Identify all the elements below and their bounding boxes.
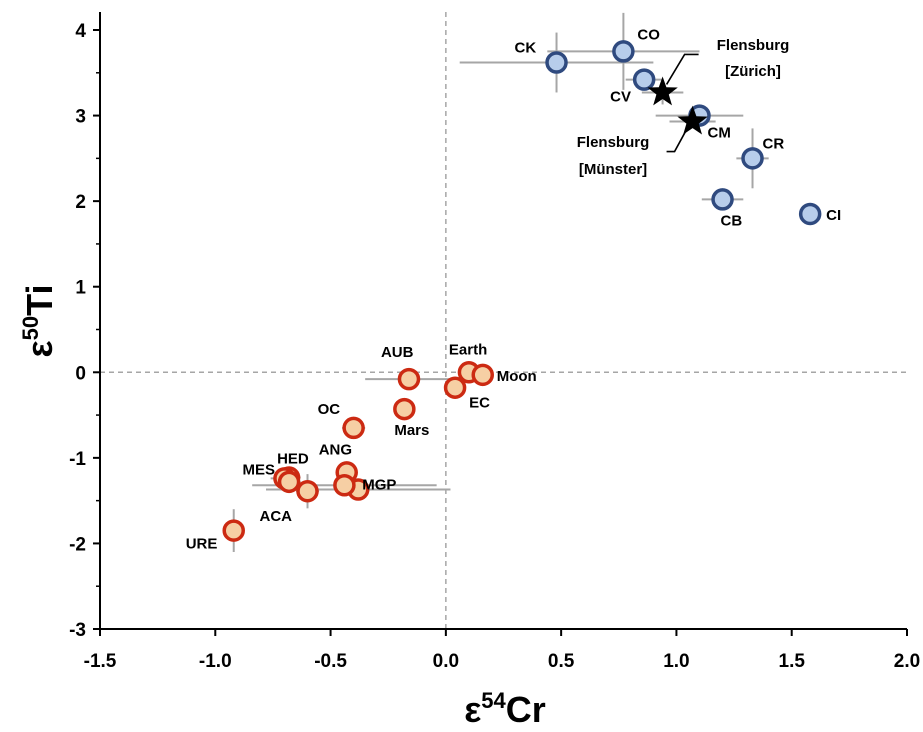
star-marker-flensburg-m-nster- [677, 105, 708, 135]
point-labels: CK CO CV CM CR CB CI AUB Earth Moon EC OC Mars ANG MGP… [186, 26, 841, 552]
tick-labels: -1.5 -1.0 -0.5 0.0 0.5 1.0 1.5 2.0 -3 -2 -1 0 1 2 3 4 [69, 21, 920, 672]
y-axis-title: ε50Ti [18, 285, 60, 358]
x-tick-label: -1.0 [199, 651, 232, 672]
label-mgp: MGP [362, 477, 396, 494]
x-axis-title-sup: 54 [481, 688, 506, 713]
marker-ure [222, 519, 245, 542]
y-tick-label: -3 [69, 620, 86, 641]
label-ure: URE [186, 536, 218, 553]
y-axis-title-rest: Ti [19, 285, 60, 316]
label-oc: OC [318, 401, 341, 418]
x-tick-label: 1.5 [779, 651, 806, 672]
label-ci: CI [826, 207, 841, 224]
leader-lines [665, 53, 699, 153]
y-axis-title-sup: 50 [18, 316, 43, 340]
marker-ci [798, 202, 822, 226]
label-flensburg-munster-line2: [Münster] [579, 161, 647, 178]
marker-co [612, 40, 635, 63]
label-earth: Earth [449, 341, 487, 358]
x-tick-label: -1.5 [84, 651, 117, 672]
label-cv: CV [610, 89, 631, 106]
marker-cb [711, 188, 734, 211]
x-tick-label: 0.5 [548, 651, 575, 672]
y-tick-label: 2 [75, 192, 86, 213]
y-tick-label: 1 [75, 278, 86, 299]
label-cb: CB [721, 212, 743, 229]
marker-cr [741, 147, 764, 170]
x-axis-title: ε54Cr [464, 688, 546, 730]
marker-unlabeled [333, 473, 356, 497]
leader-flensburg-munster [666, 129, 688, 153]
x-tick-label: 0.0 [433, 651, 459, 672]
label-aub: AUB [381, 344, 414, 361]
star-marker-flensburg-z-rich- [647, 76, 678, 106]
marker-oc [342, 416, 365, 440]
x-axis-title-rest: Cr [506, 689, 546, 730]
label-co: CO [637, 26, 660, 43]
label-mars: Mars [394, 422, 429, 439]
reference-lines [100, 12, 907, 629]
marker-ec [443, 376, 467, 399]
y-tick-label: -2 [69, 534, 86, 555]
y-tick-label: 0 [75, 363, 86, 384]
y-tick-label: 3 [75, 107, 86, 128]
y-tick-label: 4 [75, 21, 86, 42]
leader-flensburg-zurich [665, 53, 699, 85]
label-moon: Moon [497, 368, 537, 385]
label-mes: MES [242, 461, 275, 478]
label-cm: CM [707, 125, 730, 142]
marker-aca [296, 479, 319, 503]
x-tick-label: -0.5 [314, 651, 347, 672]
label-ang: ANG [319, 441, 352, 458]
marker-unlabeled [277, 470, 301, 494]
marker-cv [632, 68, 656, 91]
label-flensburg-zurich-line2: [Zürich] [725, 63, 781, 80]
label-flensburg-munster-line1: Flensburg [577, 134, 650, 151]
label-aca: ACA [260, 508, 293, 525]
error-bars [224, 12, 820, 552]
x-tick-label: 1.0 [663, 651, 689, 672]
label-hed: HED [277, 451, 309, 468]
x-axis-title-base: ε [464, 689, 481, 730]
label-ec: EC [469, 395, 490, 412]
label-cr: CR [763, 135, 785, 152]
label-ck: CK [515, 40, 537, 57]
data-markers [222, 40, 822, 542]
axes [93, 12, 908, 636]
marker-moon [471, 363, 494, 387]
marker-ck [545, 51, 568, 74]
marker-mars [393, 397, 416, 421]
x-tick-label: 2.0 [894, 651, 920, 672]
y-tick-label: -1 [69, 449, 86, 470]
y-axis-title-base: ε [19, 340, 60, 357]
label-flensburg-zurich-line1: Flensburg [717, 37, 790, 54]
marker-aub [397, 367, 421, 391]
